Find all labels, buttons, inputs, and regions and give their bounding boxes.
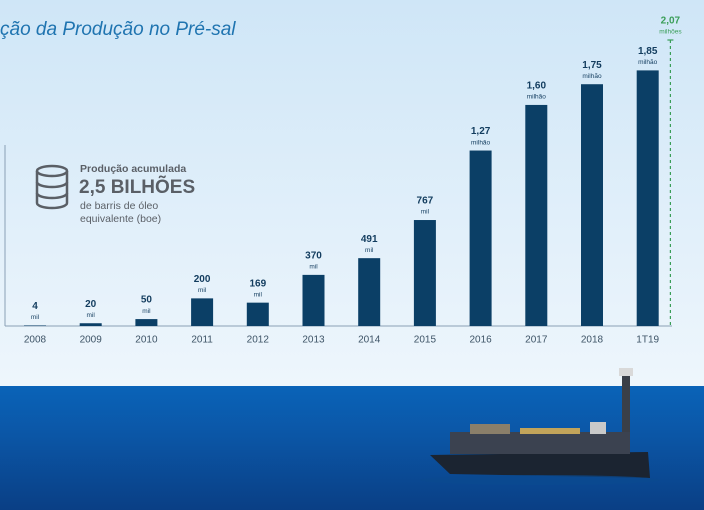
value-label: 20 xyxy=(85,299,97,310)
bar xyxy=(358,258,381,326)
value-label: 491 xyxy=(361,234,378,245)
value-label: 4 xyxy=(32,301,38,312)
bar xyxy=(191,298,214,326)
x-tick-label: 2017 xyxy=(525,335,548,346)
value-label: 1,75 xyxy=(582,60,602,71)
value-unit: mil xyxy=(254,291,263,298)
x-tick-label: 2015 xyxy=(414,335,437,346)
bar xyxy=(24,325,46,326)
annotation-amount: 2,5 BILHÕES xyxy=(79,176,195,198)
x-tick-label: 2016 xyxy=(469,335,492,346)
value-label: 1,60 xyxy=(527,81,547,92)
value-unit: mil xyxy=(421,209,430,216)
value-unit: milhão xyxy=(582,73,602,80)
value-unit: mil xyxy=(365,247,374,254)
bar xyxy=(636,70,659,326)
value-label: 50 xyxy=(141,295,153,306)
x-tick-label: 2011 xyxy=(191,335,213,346)
target-label: 2,07 xyxy=(661,16,681,27)
x-tick-label: 2009 xyxy=(80,335,103,346)
value-label: 767 xyxy=(417,196,434,207)
value-unit: mil xyxy=(87,312,96,319)
value-label: 1,27 xyxy=(471,126,491,137)
x-tick-label: 2014 xyxy=(358,335,381,346)
x-tick-label: 2013 xyxy=(302,335,325,346)
x-tick-label: 2008 xyxy=(24,335,47,346)
chart-title: ção da Produção no Pré-sal xyxy=(0,19,236,40)
value-unit: mil xyxy=(31,314,40,321)
platform xyxy=(420,368,660,485)
annotation: Produção acumulada 2,5 BILHÕES de barris… xyxy=(35,163,195,225)
bar xyxy=(581,84,603,327)
value-unit: mil xyxy=(142,308,151,315)
value-unit: mil xyxy=(309,264,318,271)
value-label: 1,85 xyxy=(638,46,658,57)
bar xyxy=(79,323,102,326)
target-unit: milhões xyxy=(659,29,682,36)
x-tick-label: 2010 xyxy=(135,335,158,346)
bar xyxy=(469,150,492,326)
bar xyxy=(302,274,325,326)
bar xyxy=(525,104,548,326)
barrel-icon xyxy=(35,164,69,210)
annotation-heading: Produção acumulada xyxy=(80,163,186,175)
x-tick-label: 1T19 xyxy=(636,335,659,346)
annotation-text: de barris de óleo xyxy=(80,200,158,212)
bar xyxy=(135,319,158,326)
value-label: 169 xyxy=(249,278,266,289)
value-unit: mil xyxy=(198,287,207,294)
annotation-text: equivalente (boe) xyxy=(80,213,161,225)
value-unit: milhão xyxy=(638,59,658,66)
bar xyxy=(246,302,269,326)
value-label: 200 xyxy=(194,274,211,285)
bar xyxy=(413,220,436,326)
x-tick-label: 2012 xyxy=(247,335,270,346)
x-tick-label: 2018 xyxy=(581,335,604,346)
value-unit: milhão xyxy=(527,94,547,101)
value-label: 370 xyxy=(305,251,322,262)
value-unit: milhão xyxy=(471,139,491,146)
